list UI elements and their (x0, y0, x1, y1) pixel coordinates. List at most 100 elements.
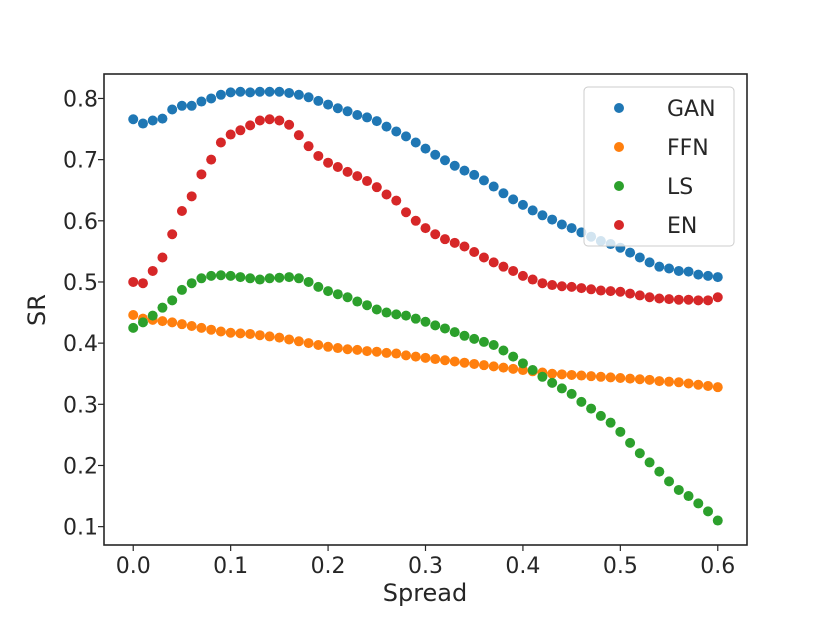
point-ffn (449, 356, 460, 367)
x-tick-label: 0.2 (311, 554, 346, 579)
point-en (128, 276, 139, 287)
point-ffn (381, 347, 392, 358)
point-gan (439, 155, 450, 166)
point-ls (634, 448, 645, 459)
legend-marker (614, 142, 624, 152)
point-gan (225, 87, 236, 98)
point-ffn (664, 376, 675, 387)
point-ffn (176, 319, 187, 330)
point-ls (332, 289, 343, 300)
point-en (206, 154, 217, 165)
point-ls (556, 383, 567, 394)
point-ffn (362, 346, 373, 357)
point-ffn (430, 354, 441, 365)
point-gan (527, 205, 538, 216)
point-gan (245, 87, 256, 98)
point-en (157, 252, 168, 263)
point-ffn (342, 344, 353, 355)
point-gan (556, 219, 567, 230)
point-ffn (586, 371, 597, 382)
point-ls (225, 270, 236, 281)
legend-label: LS (667, 175, 693, 200)
point-en (459, 241, 470, 252)
point-ffn (488, 361, 499, 372)
point-en (323, 157, 334, 168)
point-en (215, 137, 226, 148)
point-ls (459, 330, 470, 341)
point-gan (625, 247, 636, 258)
point-gan (449, 160, 460, 171)
point-ffn (634, 374, 645, 385)
y-tick-label: 0.1 (63, 516, 98, 541)
point-gan (264, 86, 275, 97)
legend-marker (614, 220, 624, 230)
point-gan (323, 99, 334, 110)
point-gan (147, 115, 158, 126)
legend-label: FFN (667, 136, 709, 161)
point-en (469, 247, 480, 257)
x-axis-label: Spread (383, 579, 468, 607)
point-en (245, 120, 256, 131)
point-ls (420, 316, 431, 327)
point-gan (712, 272, 723, 283)
point-ls (245, 273, 256, 284)
point-en (196, 169, 207, 180)
point-gan (664, 263, 675, 274)
point-ffn (215, 326, 226, 337)
point-ls (362, 300, 373, 311)
point-en (225, 129, 236, 140)
point-ffn (332, 343, 343, 354)
point-gan (303, 92, 314, 103)
point-ls (167, 295, 178, 306)
point-gan (254, 86, 265, 97)
point-en (371, 182, 382, 193)
point-ffn (196, 322, 207, 333)
point-gan (196, 96, 207, 107)
point-ffn (703, 380, 714, 391)
x-axis-ticks: 0.0 0.1 0.2 0.3 0.4 0.5 0.6 (116, 545, 735, 579)
point-en (488, 257, 499, 268)
point-gan (157, 113, 168, 124)
point-gan (352, 109, 363, 120)
point-en (410, 215, 421, 226)
point-en (254, 115, 265, 126)
x-tick-label: 0.5 (603, 554, 638, 579)
point-ls (654, 466, 665, 477)
point-en (293, 130, 304, 141)
point-en (449, 237, 460, 248)
point-en (586, 284, 597, 295)
point-ls (128, 322, 139, 333)
point-ls (196, 273, 207, 284)
point-en (673, 294, 684, 305)
point-en (274, 115, 285, 126)
point-ls (508, 351, 519, 362)
point-gan (488, 181, 499, 192)
point-en (391, 195, 402, 206)
point-ffn (391, 348, 402, 359)
point-gan (420, 143, 431, 154)
point-gan (332, 103, 343, 114)
point-ls (381, 307, 392, 318)
point-en (430, 229, 441, 240)
point-gan (401, 131, 412, 142)
point-gan (391, 126, 402, 137)
point-ls (664, 476, 675, 487)
point-en (595, 285, 606, 296)
point-en (517, 270, 528, 281)
point-gan (284, 87, 295, 98)
point-en (420, 223, 431, 234)
y-tick-label: 0.7 (63, 149, 98, 174)
point-gan (186, 100, 197, 111)
point-ffn (625, 373, 636, 384)
point-ffn (401, 350, 412, 361)
point-ffn (478, 360, 489, 371)
point-ffn (547, 368, 558, 379)
point-gan (137, 118, 148, 129)
legend-item-ls: LS (614, 175, 693, 200)
point-en (527, 274, 538, 285)
point-en (167, 229, 178, 240)
point-gan (498, 188, 509, 199)
point-ffn (459, 357, 470, 368)
point-ffn (303, 338, 314, 349)
point-ls (147, 310, 158, 321)
